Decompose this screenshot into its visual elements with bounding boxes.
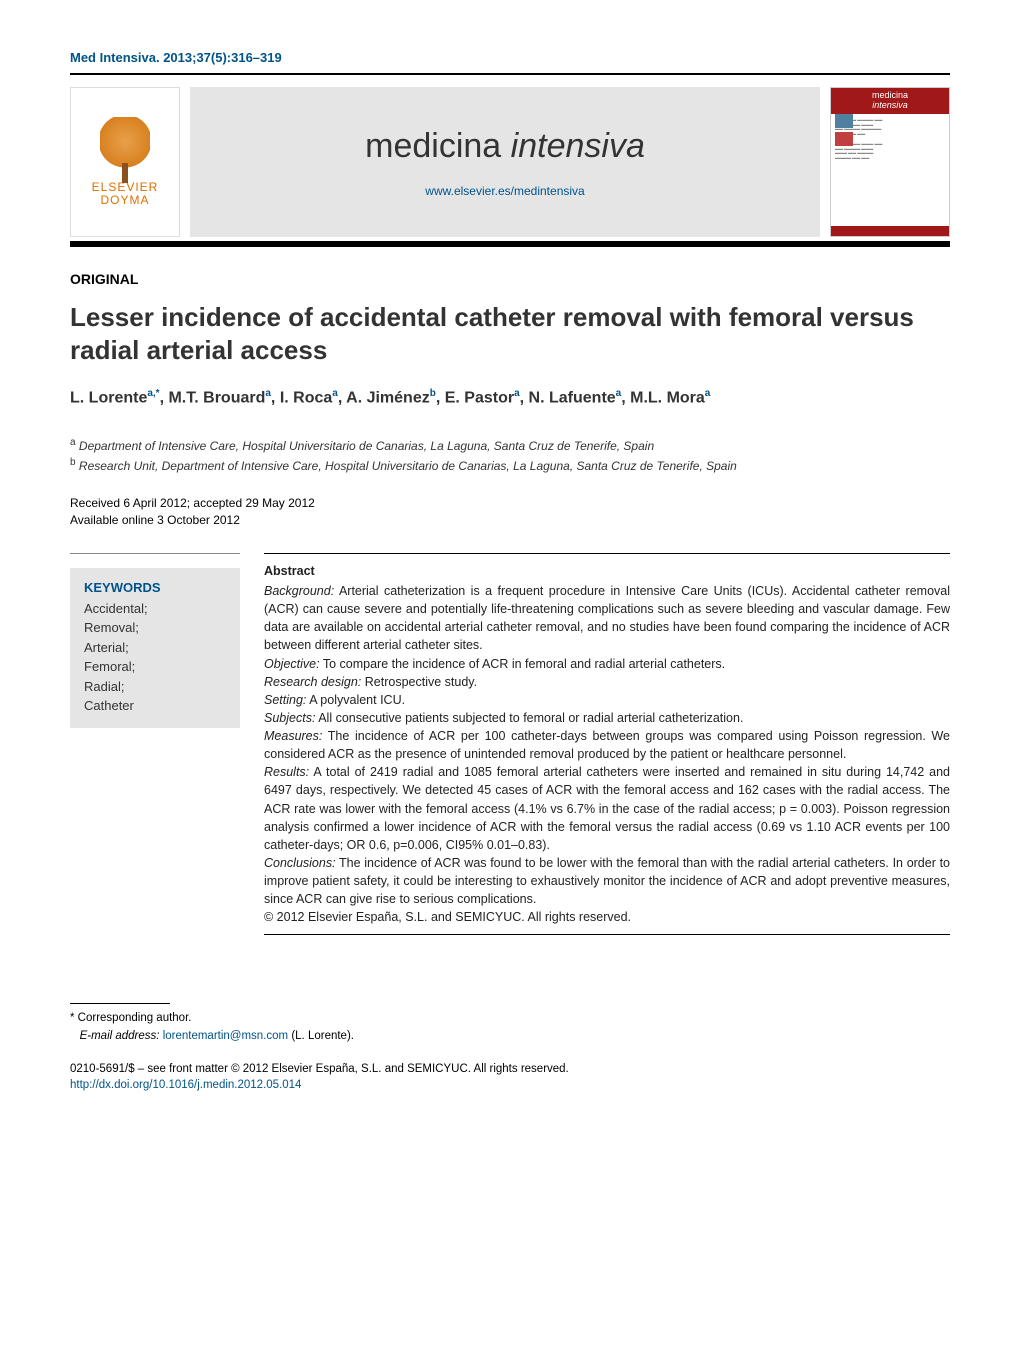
abstract-block: KEYWORDS Accidental;Removal;Arterial;Fem… bbox=[70, 553, 950, 944]
keywords-box: KEYWORDS Accidental;Removal;Arterial;Fem… bbox=[70, 568, 240, 728]
cover-side-blocks bbox=[835, 114, 853, 146]
journal-url[interactable]: www.elsevier.es/medintensiva bbox=[425, 184, 584, 198]
footnote-rule bbox=[70, 1003, 170, 1004]
affiliations: a Department of Intensive Care, Hospital… bbox=[70, 435, 950, 475]
abstract-subjects: Subjects: All consecutive patients subje… bbox=[264, 709, 950, 727]
divider bbox=[70, 73, 950, 75]
abstract-results: Results: A total of 2419 radial and 1085… bbox=[264, 763, 950, 854]
keywords-list: Accidental;Removal;Arterial;Femoral;Radi… bbox=[84, 599, 226, 716]
keywords-heading: KEYWORDS bbox=[84, 580, 226, 595]
keywords-column: KEYWORDS Accidental;Removal;Arterial;Fem… bbox=[70, 553, 240, 944]
abstract-research-design: Research design: Retrospective study. bbox=[264, 673, 950, 691]
corresponding-email-line: E-mail address: lorentemartin@msn.com (L… bbox=[70, 1028, 950, 1045]
abstract-background: Background: Arterial catheterization is … bbox=[264, 582, 950, 655]
journal-title-box: medicina intensiva www.elsevier.es/medin… bbox=[190, 87, 820, 237]
section-label: ORIGINAL bbox=[70, 271, 950, 287]
affiliation-a: a Department of Intensive Care, Hospital… bbox=[70, 435, 950, 455]
affiliation-b: b Research Unit, Department of Intensive… bbox=[70, 455, 950, 475]
front-matter: 0210-5691/$ – see front matter © 2012 El… bbox=[70, 1061, 950, 1093]
publisher-logo: ELSEVIER DOYMA bbox=[70, 87, 180, 237]
elsevier-tree-icon bbox=[100, 117, 150, 177]
front-matter-line: 0210-5691/$ – see front matter © 2012 El… bbox=[70, 1061, 950, 1077]
divider bbox=[264, 553, 950, 554]
abstract-heading: Abstract bbox=[264, 562, 950, 580]
article-dates: Received 6 April 2012; accepted 29 May 2… bbox=[70, 495, 950, 529]
doi-link[interactable]: http://dx.doi.org/10.1016/j.medin.2012.0… bbox=[70, 1077, 950, 1093]
corresponding-author: * Corresponding author. E-mail address: … bbox=[70, 1010, 950, 1045]
online-date: Available online 3 October 2012 bbox=[70, 512, 950, 529]
received-accepted-date: Received 6 April 2012; accepted 29 May 2… bbox=[70, 495, 950, 512]
article-title: Lesser incidence of accidental catheter … bbox=[70, 301, 950, 366]
page: Med Intensiva. 2013;37(5):316–319 ELSEVI… bbox=[0, 0, 1020, 1133]
divider bbox=[70, 553, 240, 554]
abstract-objective: Objective: To compare the incidence of A… bbox=[264, 655, 950, 673]
abstract-conclusions: Conclusions: The incidence of ACR was fo… bbox=[264, 854, 950, 908]
divider bbox=[264, 934, 950, 935]
corresponding-email[interactable]: lorentemartin@msn.com bbox=[163, 1030, 288, 1042]
journal-title: medicina intensiva bbox=[365, 127, 645, 166]
cover-footer bbox=[831, 226, 949, 236]
corresponding-label: * Corresponding author. bbox=[70, 1010, 950, 1027]
abstract-setting: Setting: A polyvalent ICU. bbox=[264, 691, 950, 709]
abstract-measures: Measures: The incidence of ACR per 100 c… bbox=[264, 727, 950, 763]
abstract-copyright: © 2012 Elsevier España, S.L. and SEMICYU… bbox=[264, 908, 950, 926]
abstract-column: Abstract Background: Arterial catheteriz… bbox=[264, 553, 950, 944]
thick-divider bbox=[70, 241, 950, 247]
publisher-name: ELSEVIER DOYMA bbox=[92, 181, 159, 207]
header-banner: ELSEVIER DOYMA medicina intensiva www.el… bbox=[70, 87, 950, 237]
authors-line: L. Lorentea,*, M.T. Brouarda, I. Rocaa, … bbox=[70, 388, 950, 407]
journal-reference: Med Intensiva. 2013;37(5):316–319 bbox=[70, 50, 950, 65]
journal-cover-thumbnail: medicinaintensiva ▬▬▬ ▬▬ ▬▬▬▬ ▬▬▬▬▬▬ ▬▬ … bbox=[830, 87, 950, 237]
cover-header: medicinaintensiva bbox=[831, 88, 949, 114]
